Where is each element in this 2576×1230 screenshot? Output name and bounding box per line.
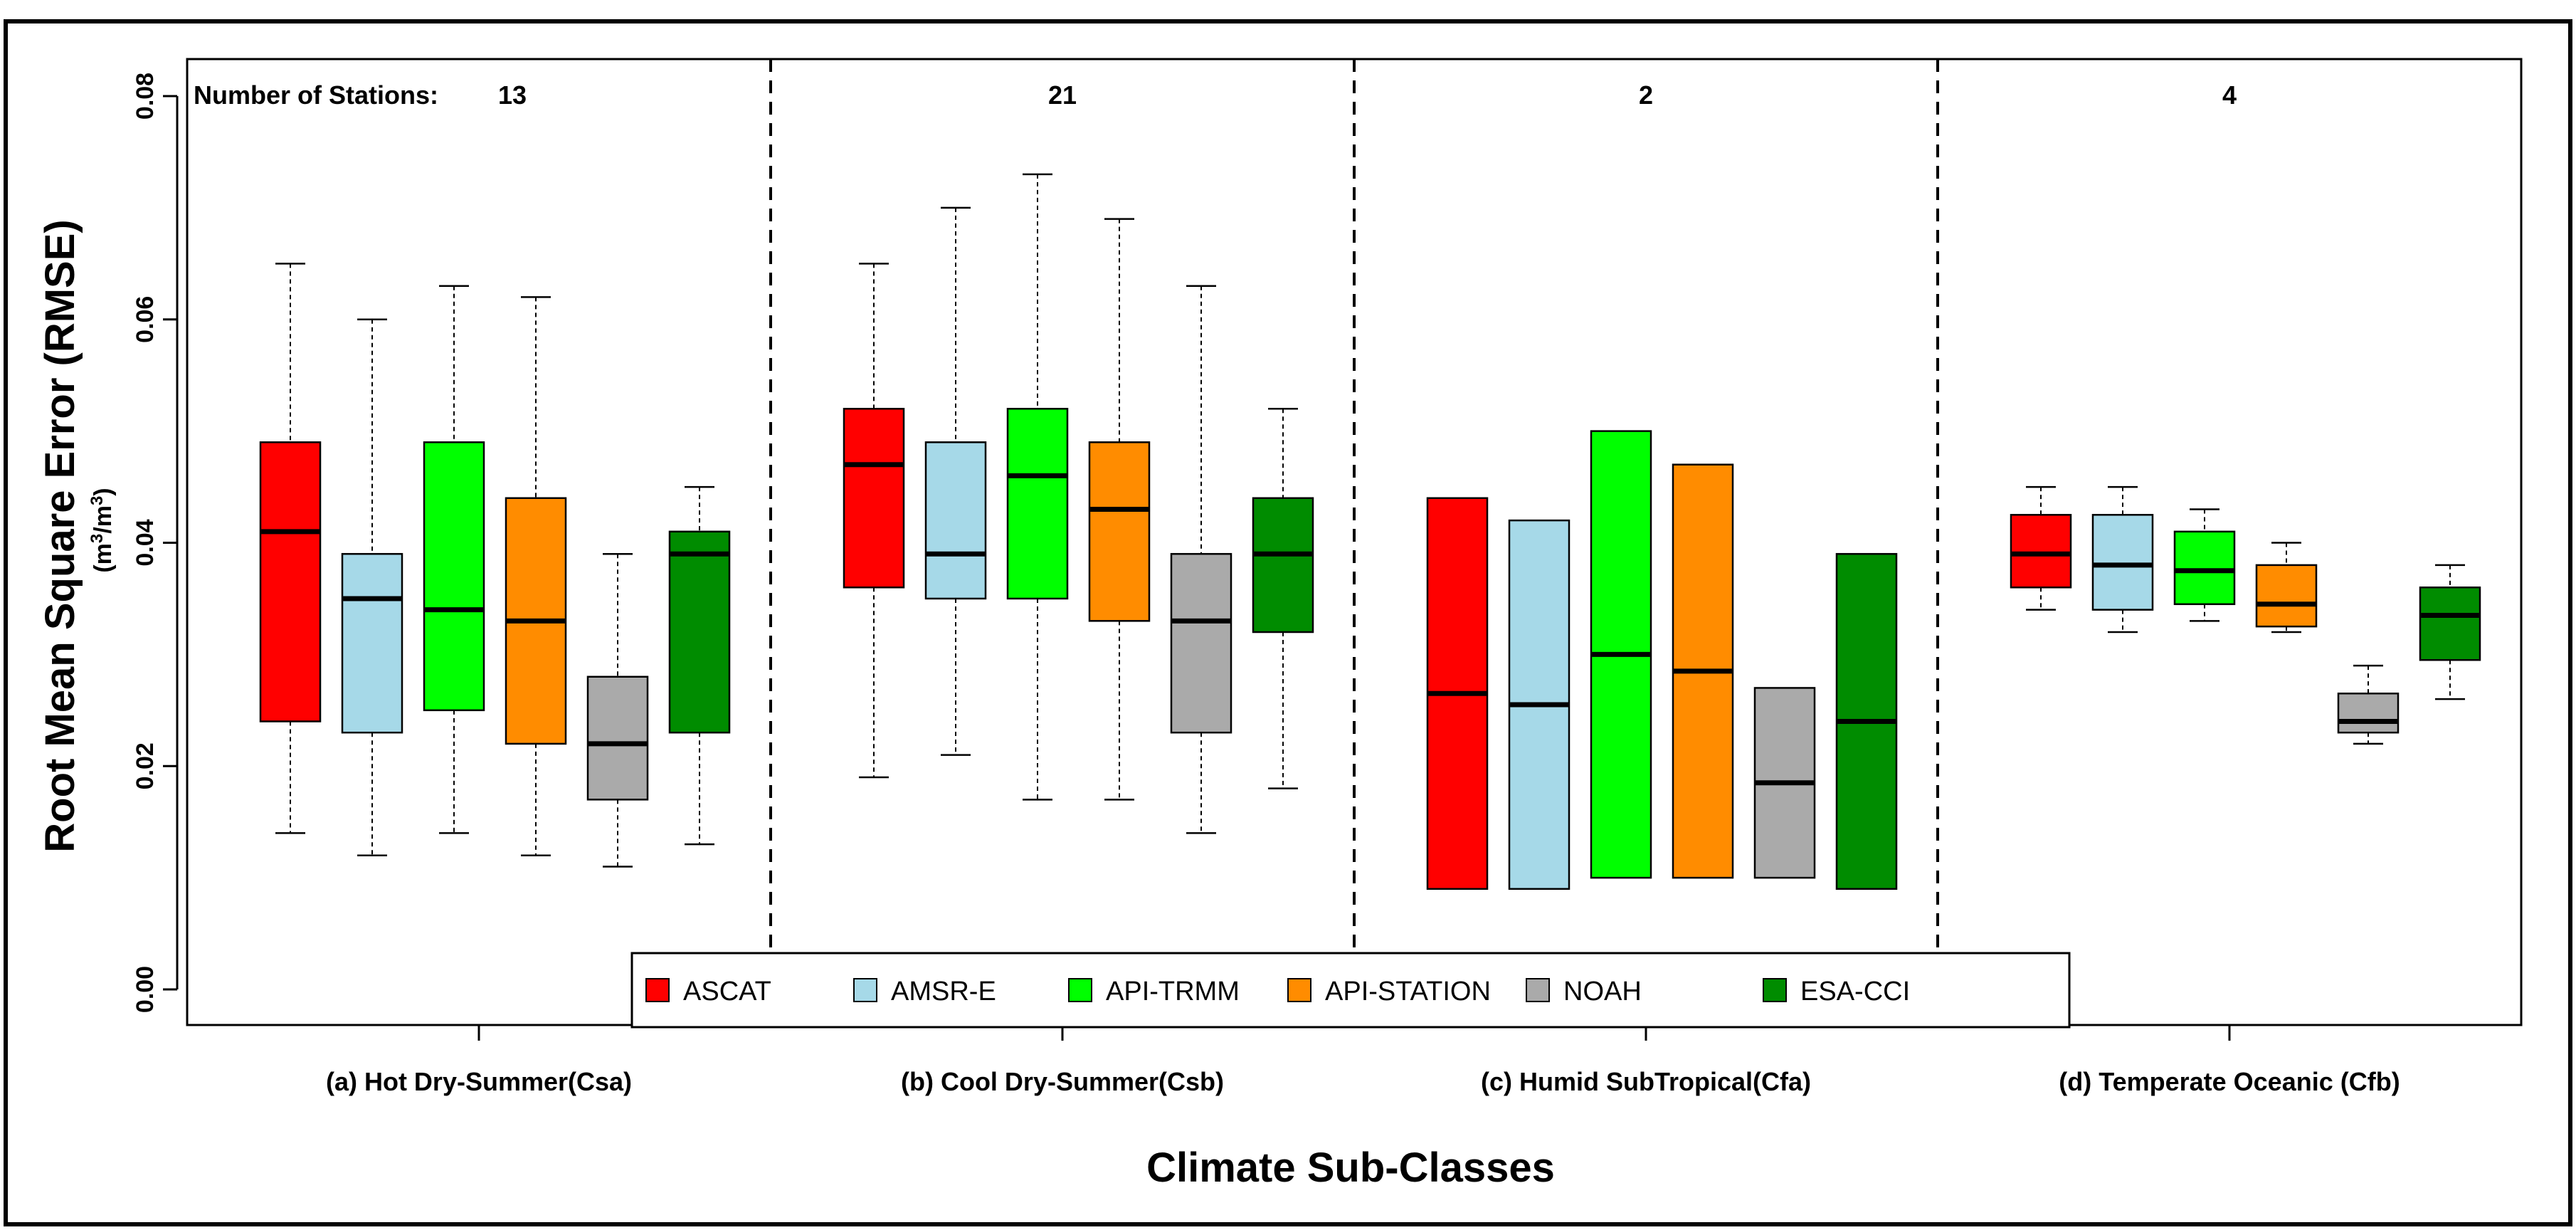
box-iqr bbox=[2255, 564, 2318, 628]
station-counts: Number of Stations: 13 21 2 4 bbox=[194, 80, 2237, 110]
legend-item-amsr-e: AMSR-E bbox=[853, 977, 996, 1006]
box-iqr bbox=[341, 552, 403, 734]
box-iqr bbox=[1252, 497, 1314, 634]
box-ascat bbox=[2010, 485, 2072, 611]
x-axis: (a) Hot Dry-Summer(Csa) (b) Cool Dry-Summ… bbox=[326, 1025, 2400, 1096]
box-api-trmm bbox=[423, 285, 485, 834]
box-noah bbox=[1753, 687, 1816, 879]
box-api-station bbox=[1088, 218, 1151, 801]
box-noah bbox=[586, 552, 649, 868]
box-iqr bbox=[843, 408, 905, 589]
legend-item-noah: NOAH bbox=[1526, 977, 1642, 1006]
y-tick-label: 0.04 bbox=[132, 519, 159, 566]
legend-label: API-TRMM bbox=[1106, 977, 1240, 1006]
station-count: 2 bbox=[1639, 80, 1653, 110]
box-iqr bbox=[668, 530, 731, 734]
legend-box bbox=[630, 952, 2071, 1029]
legend-label: API-STATION bbox=[1325, 977, 1491, 1006]
box-amsr-e bbox=[341, 318, 403, 856]
x-axis-title: Climate Sub-Classes bbox=[1146, 1145, 1555, 1191]
unit-exp-1: 3 bbox=[88, 534, 107, 543]
legend-swatch bbox=[1068, 978, 1092, 1002]
legend-item-ascat: ASCAT bbox=[645, 977, 771, 1006]
legend: ASCAT AMSR-E API-TRMM API-STATION NOAH ESA-CC… bbox=[630, 952, 2071, 1029]
box-amsr-e bbox=[1508, 519, 1571, 890]
unit-mid: /m bbox=[90, 505, 117, 534]
box-series bbox=[259, 173, 2481, 890]
y-axis-title: Root Mean Square Error (RMSE) bbox=[37, 219, 83, 852]
box-iqr bbox=[2173, 530, 2236, 606]
box-iqr bbox=[423, 441, 485, 712]
x-category-label: (b) Cool Dry-Summer(Csb) bbox=[901, 1067, 1224, 1096]
legend-label: ESA-CCI bbox=[1800, 977, 1910, 1006]
box-api-station bbox=[505, 296, 567, 856]
stations-prefix: Number of Stations: bbox=[194, 80, 438, 110]
box-esa-cci bbox=[2419, 564, 2481, 700]
box-iqr bbox=[1006, 408, 1069, 600]
legend-swatch bbox=[1526, 978, 1550, 1002]
legend-item-esa-cci: ESA-CCI bbox=[1763, 977, 1910, 1006]
y-tick-label: 0.06 bbox=[132, 296, 159, 343]
box-noah bbox=[1170, 285, 1232, 834]
y-tick-label: 0.00 bbox=[132, 966, 159, 1013]
box-amsr-e bbox=[2091, 485, 2154, 634]
box-noah bbox=[2337, 664, 2400, 745]
y-tick-label: 0.08 bbox=[132, 73, 159, 120]
box-iqr bbox=[2091, 514, 2154, 611]
box-iqr bbox=[259, 441, 322, 722]
box-iqr bbox=[924, 441, 987, 600]
x-category-label: (d) Temperate Oceanic (Cfb) bbox=[2059, 1067, 2400, 1096]
station-count: 4 bbox=[2222, 80, 2237, 110]
legend-swatch bbox=[1287, 978, 1311, 1002]
y-axis-unit: (m3/m3) bbox=[88, 488, 117, 572]
box-iqr bbox=[2419, 587, 2481, 661]
legend-swatch bbox=[645, 978, 670, 1002]
station-count: 21 bbox=[1048, 80, 1077, 110]
box-esa-cci bbox=[1835, 552, 1898, 890]
legend-item-api-trmm: API-TRMM bbox=[1068, 977, 1240, 1006]
legend-label: AMSR-E bbox=[891, 977, 996, 1006]
legend-label: NOAH bbox=[1563, 977, 1642, 1006]
box-api-trmm bbox=[1006, 173, 1069, 801]
box-ascat bbox=[259, 263, 322, 834]
box-ascat bbox=[1426, 497, 1489, 890]
box-esa-cci bbox=[1252, 408, 1314, 789]
box-ascat bbox=[843, 263, 905, 779]
unit-end: ) bbox=[90, 488, 117, 495]
box-iqr bbox=[1088, 441, 1151, 622]
legend-swatch bbox=[1763, 978, 1787, 1002]
box-esa-cci bbox=[668, 485, 731, 846]
y-tick-label: 0.02 bbox=[132, 742, 159, 789]
legend-item-api-station: API-STATION bbox=[1287, 977, 1491, 1006]
box-iqr bbox=[2010, 514, 2072, 589]
box-amsr-e bbox=[924, 206, 987, 756]
box-api-trmm bbox=[2173, 508, 2236, 622]
box-iqr bbox=[586, 676, 649, 801]
x-category-label: (c) Humid SubTropical(Cfa) bbox=[1481, 1067, 1811, 1096]
unit-exp-2: 3 bbox=[88, 496, 107, 505]
box-api-station bbox=[1672, 463, 1734, 879]
box-iqr bbox=[1170, 552, 1232, 734]
box-iqr bbox=[2337, 693, 2400, 734]
y-axis: 0.00 0.02 0.04 0.06 0.08 bbox=[132, 73, 179, 1013]
legend-swatch bbox=[853, 978, 877, 1002]
box-api-trmm bbox=[1590, 430, 1652, 879]
x-category-label: (a) Hot Dry-Summer(Csa) bbox=[326, 1067, 632, 1096]
station-count: 13 bbox=[498, 80, 527, 110]
box-api-station bbox=[2255, 542, 2318, 634]
legend-label: ASCAT bbox=[683, 977, 771, 1006]
unit-base: (m bbox=[90, 543, 117, 573]
